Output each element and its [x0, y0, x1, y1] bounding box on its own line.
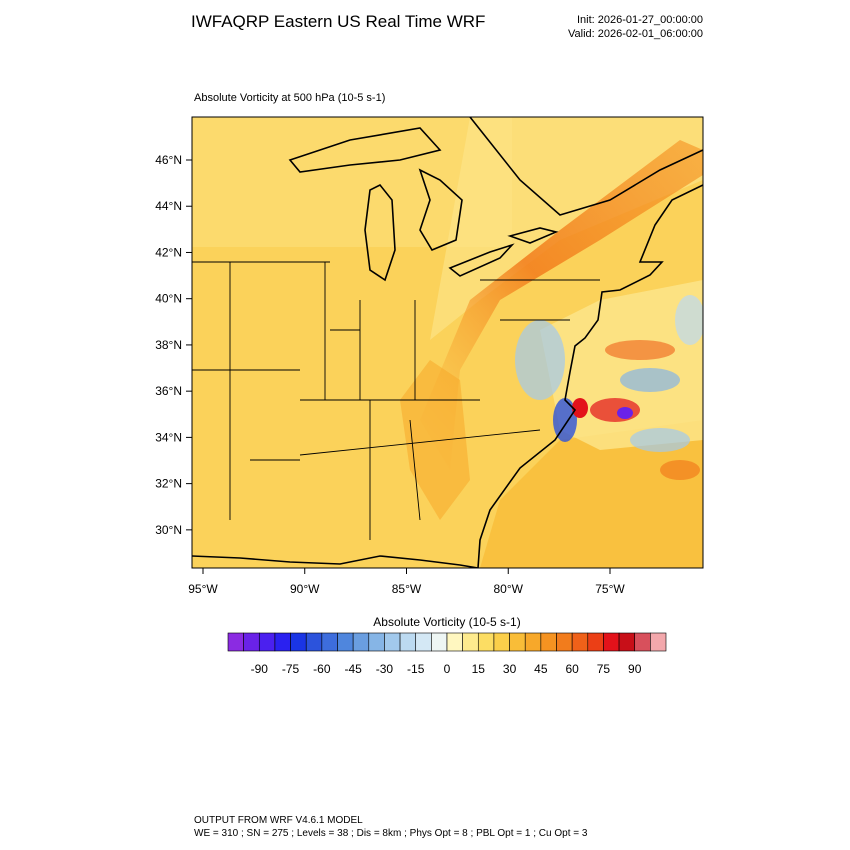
colorbar-box [399, 632, 417, 652]
y-tick-label: 42°N [155, 245, 182, 259]
colorbar-box [634, 632, 651, 652]
x-tick-label: 80°W [494, 582, 524, 596]
init-time: Init: 2026-01-27_00:00:00 [577, 14, 703, 26]
colorbar-box [477, 632, 495, 652]
colorbar-box [321, 632, 338, 652]
colorbar-tick-label: 30 [503, 662, 517, 676]
colorbar-tick-label: -30 [376, 662, 394, 676]
colorbar-box [446, 632, 463, 652]
colorbar-tick-label: -15 [407, 662, 425, 676]
colorbar-box [431, 632, 448, 652]
colorbar-box [540, 632, 557, 652]
map-subtitle: Absolute Vorticity at 500 hPa (10-5 s-1) [194, 92, 385, 104]
colorbar-box [462, 632, 479, 652]
colorbar-tick-label: 15 [472, 662, 486, 676]
x-tick-label: 95°W [188, 582, 218, 596]
colorbar-box [415, 632, 432, 652]
colorbar-tick-label: 90 [628, 662, 642, 676]
valid-time: Valid: 2026-02-01_06:00:00 [568, 28, 703, 40]
colorbar-box [618, 632, 636, 652]
colorbar-box [650, 632, 667, 652]
colorbar-box [603, 632, 620, 652]
footer-line: OUTPUT FROM WRF V4.6.1 MODEL [194, 815, 363, 826]
colorbar-tick-label: 0 [444, 662, 451, 676]
y-tick-label: 40°N [155, 292, 182, 306]
y-tick-label: 46°N [155, 153, 182, 167]
colorbar-box [337, 632, 354, 652]
colorbar-tick-label: -75 [282, 662, 300, 676]
colorbar-box [509, 632, 526, 652]
colorbar-box [368, 632, 385, 652]
map-field [192, 117, 703, 568]
y-tick-label: 34°N [155, 430, 182, 444]
colorbar-tick-label: 60 [565, 662, 579, 676]
colorbar-box [274, 632, 291, 652]
colorbar-box [384, 632, 401, 652]
colorbar-tick-label: -90 [251, 662, 269, 676]
x-tick-label: 75°W [595, 582, 625, 596]
colorbar-box [258, 632, 276, 652]
colorbar-box [352, 632, 370, 652]
colorbar-box [243, 632, 260, 652]
colorbar-box [227, 632, 244, 652]
colorbar-tick-label: 75 [597, 662, 611, 676]
colorbar-box [571, 632, 589, 652]
x-tick-label: 85°W [392, 582, 422, 596]
y-tick-label: 36°N [155, 384, 182, 398]
y-tick-label: 38°N [155, 338, 182, 352]
x-tick-label: 90°W [290, 582, 320, 596]
colorbar-box [556, 632, 573, 652]
colorbar-box [290, 632, 307, 652]
colorbar-title: Absolute Vorticity (10-5 s-1) [373, 615, 520, 629]
colorbar-box [305, 632, 323, 652]
colorbar-box [587, 632, 604, 652]
colorbar-box [524, 632, 542, 652]
colorbar-tick-label: 45 [534, 662, 548, 676]
footer-line: WE = 310 ; SN = 275 ; Levels = 38 ; Dis … [194, 828, 588, 839]
colorbar-tick-label: -60 [313, 662, 331, 676]
y-tick-label: 32°N [155, 477, 182, 491]
y-tick-label: 30°N [155, 523, 182, 537]
y-tick-label: 44°N [155, 199, 182, 213]
colorbar-box [493, 632, 510, 652]
title: IWFAQRP Eastern US Real Time WRF [191, 12, 485, 31]
map-frame [191, 116, 704, 569]
colorbar-tick-label: -45 [344, 662, 362, 676]
